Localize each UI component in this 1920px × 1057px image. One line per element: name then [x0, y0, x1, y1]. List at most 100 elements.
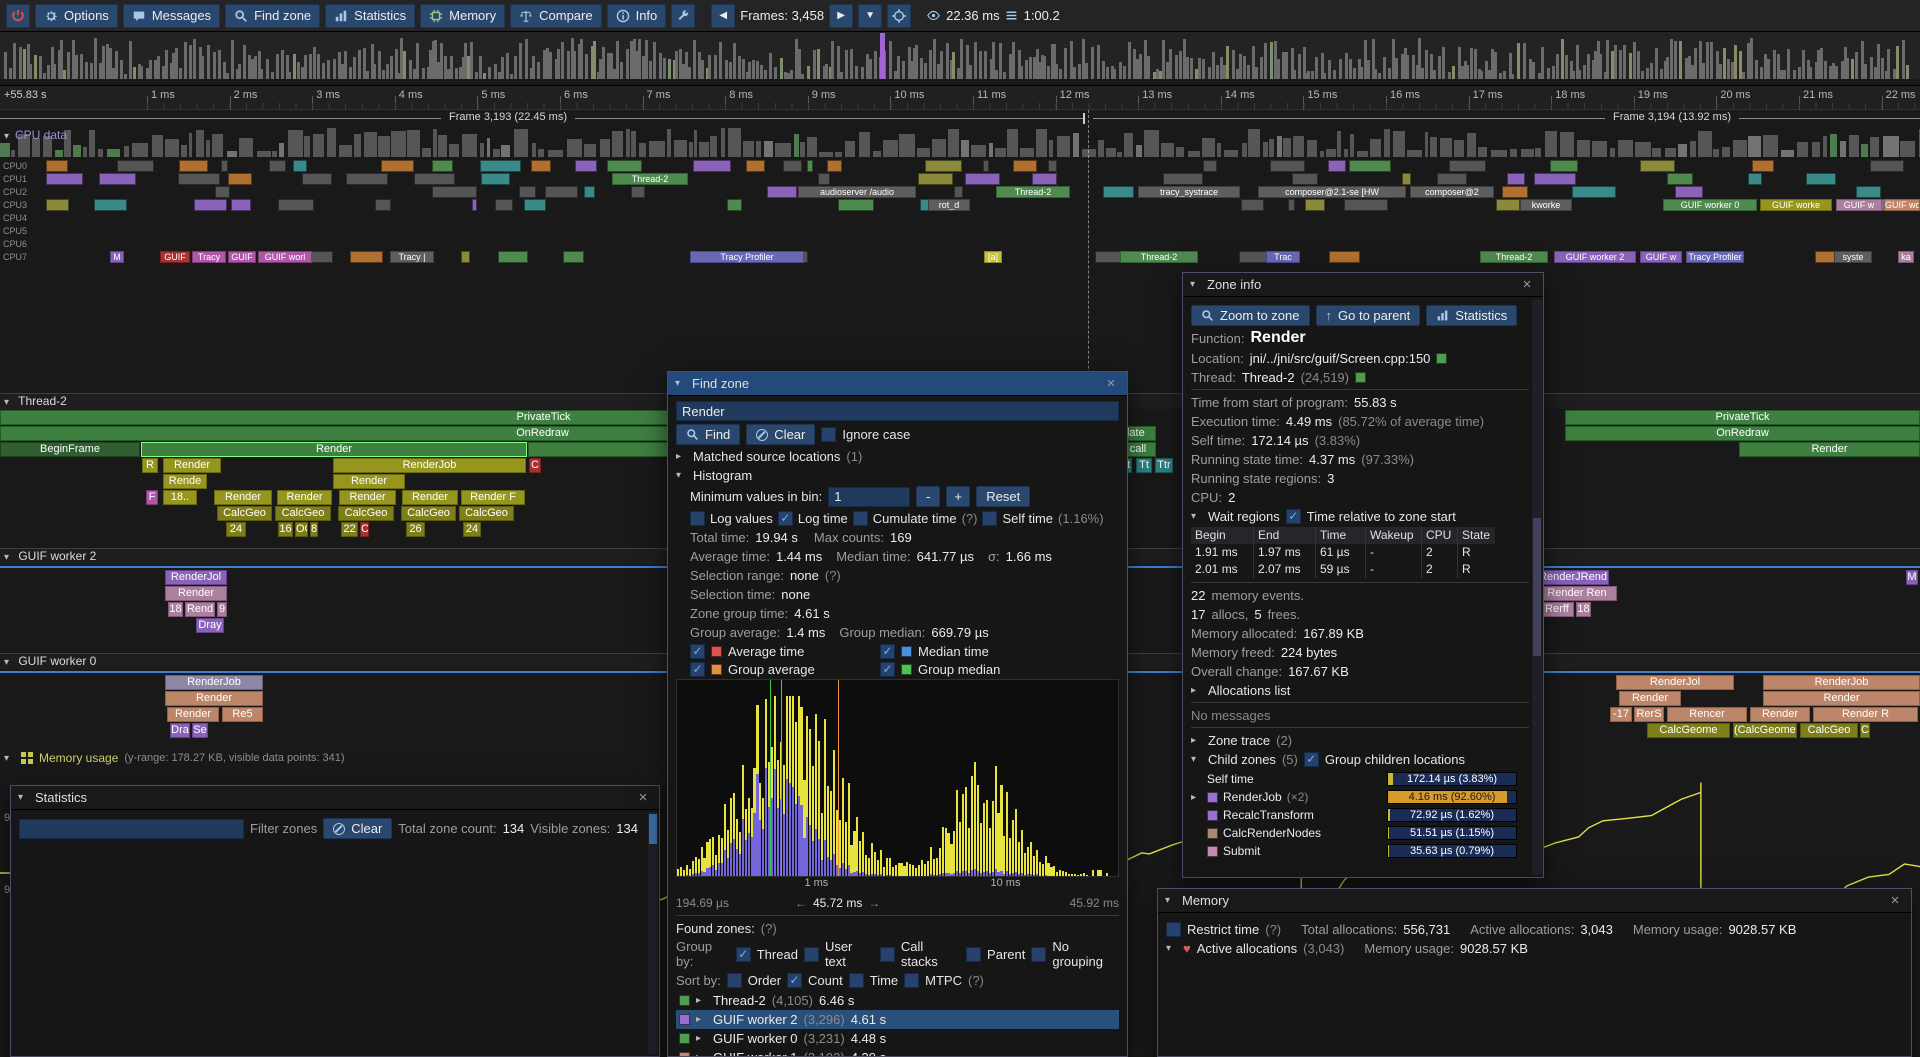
- clear-filter-button[interactable]: Clear: [323, 818, 393, 839]
- minimap-frame-bar[interactable]: [1702, 62, 1705, 79]
- minimap-frame-bar[interactable]: [321, 62, 325, 79]
- cpu-mini-zone[interactable]: [1241, 199, 1265, 211]
- minimap-frame-bar[interactable]: [316, 54, 320, 79]
- minimap-frame-bar[interactable]: [1466, 65, 1470, 79]
- minimap-frame-bar[interactable]: [725, 60, 729, 79]
- minimap-frame-bar[interactable]: [1183, 38, 1187, 79]
- minimap-frame-bar[interactable]: [300, 66, 304, 79]
- minimap-frame-bar[interactable]: [1395, 57, 1399, 79]
- minimap-frame-bar[interactable]: [1817, 49, 1821, 79]
- minimap-frame-bar[interactable]: [1798, 66, 1802, 79]
- find-zone-button[interactable]: Find zone: [225, 3, 321, 28]
- minimap-frame-bar[interactable]: [928, 50, 932, 79]
- minimap-frame-bar[interactable]: [593, 41, 597, 79]
- zone-info-titlebar[interactable]: ▾ Zone info ×: [1183, 273, 1543, 297]
- minimap-frame-bar[interactable]: [999, 42, 1003, 79]
- minimap-frame-bar[interactable]: [960, 39, 964, 79]
- minimap-frame-bar[interactable]: [1493, 51, 1497, 79]
- timeline-zone[interactable]: 18..: [163, 490, 197, 505]
- memory-usage-header[interactable]: ▾ Memory usage (y-range: 178.27 KB, visi…: [4, 751, 345, 765]
- cpu-mini-zone[interactable]: [807, 160, 814, 172]
- timeline-zone[interactable]: Render: [339, 490, 396, 505]
- cpu-zone[interactable]: GUIF worke: [1760, 199, 1832, 211]
- minimap-frame-bar[interactable]: [1437, 55, 1441, 79]
- minimap-frame-bar[interactable]: [844, 50, 848, 79]
- minimap-frame-bar[interactable]: [1096, 45, 1100, 79]
- minimap-frame-bar[interactable]: [529, 68, 533, 79]
- minimap-frame-bar[interactable]: [861, 66, 865, 79]
- minimap-frame-bar[interactable]: [829, 66, 833, 79]
- group-by-checkbox[interactable]: [966, 946, 982, 962]
- minimap-frame-bar[interactable]: [919, 57, 923, 79]
- minimap-frame-bar[interactable]: [524, 39, 528, 79]
- minimap-frame-bar[interactable]: [1020, 65, 1024, 79]
- minimap-frame-bar[interactable]: [913, 48, 917, 79]
- cpu-mini-zone[interactable]: [494, 199, 513, 211]
- cpu-mini-zone[interactable]: [413, 173, 455, 185]
- minimap-frame-bar[interactable]: [1185, 56, 1189, 79]
- minimap-frame-bar[interactable]: [487, 67, 491, 79]
- minimap-frame-bar[interactable]: [1463, 60, 1467, 79]
- find-zone-search-input[interactable]: [676, 401, 1119, 421]
- minimap-frame-bar[interactable]: [1328, 60, 1332, 79]
- minimap-frame-bar[interactable]: [1820, 48, 1824, 79]
- cpu-mini-zone[interactable]: [346, 173, 388, 185]
- minimap-frame-bar[interactable]: [1806, 60, 1810, 79]
- minimap-frame-bar[interactable]: [105, 44, 109, 79]
- minimap-frame-bar[interactable]: [338, 51, 342, 79]
- minimap-frame-bar[interactable]: [1348, 59, 1352, 79]
- minimap-frame-bar[interactable]: [1892, 69, 1896, 79]
- minimap-frame-bar[interactable]: [501, 57, 505, 79]
- minimap-frame-bar[interactable]: [1064, 47, 1068, 79]
- minimap-frame-bar[interactable]: [352, 57, 356, 79]
- minimap-frame-bar[interactable]: [1802, 50, 1806, 79]
- minimap-frame-bar[interactable]: [378, 51, 382, 79]
- minimap-frame-bar[interactable]: [365, 70, 369, 79]
- next-frame-button[interactable]: ▶: [829, 3, 854, 28]
- find-zone-titlebar[interactable]: ▾ Find zone ×: [668, 372, 1127, 396]
- timeline-zone[interactable]: OnRedraw: [1565, 426, 1920, 441]
- ignore-case-checkbox[interactable]: [821, 427, 837, 442]
- minimap-frame-bar[interactable]: [1255, 67, 1259, 79]
- help-marker[interactable]: (?): [961, 510, 978, 526]
- minimap-frame-bar[interactable]: [795, 38, 799, 79]
- cpu-mini-zone[interactable]: [46, 199, 70, 211]
- minimap-frame-bar[interactable]: [956, 67, 960, 79]
- minimap-frame-bar[interactable]: [1138, 53, 1142, 79]
- minimap-frame-bar[interactable]: [1246, 65, 1250, 79]
- minimap-frame-bar[interactable]: [1835, 65, 1839, 79]
- cumulate-time-checkbox[interactable]: [852, 510, 868, 526]
- minimap-frame-bar[interactable]: [265, 58, 269, 79]
- minimap-frame-bar[interactable]: [193, 38, 197, 79]
- minimap-frame-bar[interactable]: [22, 49, 26, 79]
- minimap-frame-bar[interactable]: [1353, 67, 1357, 79]
- timeline-zone[interactable]: RenderJol: [165, 570, 227, 585]
- timeline-zone[interactable]: Render: [402, 490, 458, 505]
- minimap-frame-bar[interactable]: [555, 59, 559, 79]
- minimap-frame-bar[interactable]: [1636, 51, 1640, 79]
- cpu-mini-zone[interactable]: [1747, 173, 1763, 185]
- memory-button[interactable]: Memory: [420, 3, 506, 28]
- minimap-frame-bar[interactable]: [1165, 62, 1169, 79]
- minimap-frame-bar[interactable]: [1577, 70, 1581, 79]
- minimap-frame-bar[interactable]: [426, 66, 430, 79]
- minimap-frame-bar[interactable]: [1311, 70, 1315, 79]
- collapse-arrow-icon[interactable]: ▾: [1191, 753, 1197, 765]
- timeline-zone[interactable]: 24: [226, 522, 246, 537]
- minimap-frame-bar[interactable]: [806, 65, 810, 79]
- minimap-frame-bar[interactable]: [1870, 56, 1874, 79]
- minimap-frame-bar[interactable]: [434, 39, 438, 79]
- cpu-mini-zone[interactable]: [817, 173, 831, 185]
- timeline-zone[interactable]: CalcGeo: [459, 506, 514, 521]
- wait-region-row[interactable]: 1.91 ms 1.97 ms 61 µs -2 R: [1191, 544, 1529, 561]
- minimap-frame-bar[interactable]: [1861, 41, 1865, 79]
- minimap-frame-bar[interactable]: [1315, 57, 1319, 79]
- cpu-mini-zone[interactable]: [1012, 160, 1037, 172]
- statistics-scrollbar[interactable]: [648, 812, 658, 1054]
- minimap-frame-bar[interactable]: [422, 67, 426, 79]
- collapse-arrow-icon[interactable]: ▾: [676, 469, 682, 481]
- cpu-mini-zone[interactable]: [531, 160, 552, 172]
- minimap-frame-bar[interactable]: [308, 53, 312, 79]
- minimap-frame-bar[interactable]: [737, 56, 741, 79]
- minimap-frame-bar[interactable]: [230, 39, 234, 79]
